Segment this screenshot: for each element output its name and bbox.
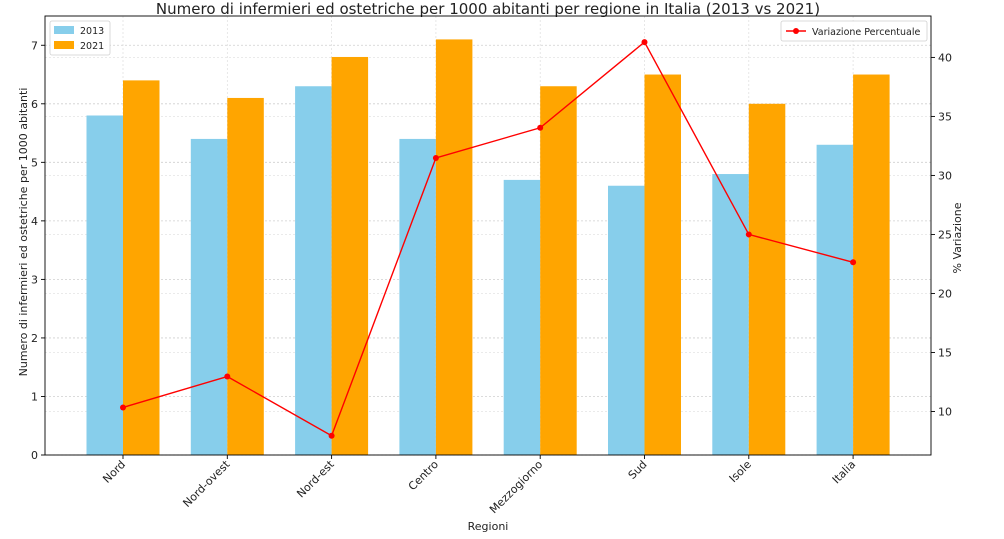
bar-2013-italia (816, 144, 854, 456)
y-tick-label: 5 (31, 156, 38, 169)
legend-swatch-2021 (54, 41, 74, 49)
bar-2021-nord (123, 80, 160, 456)
y-tick-label: 7 (31, 39, 38, 52)
y-tick-label: 2 (31, 332, 38, 345)
variation-point-sud (641, 39, 648, 46)
x-tick-label: Nord (100, 458, 128, 486)
bar-2021-sud (644, 74, 681, 456)
variation-point-mezzogiorno (537, 124, 544, 131)
variation-point-nord (120, 404, 126, 411)
legend-years: 2013 2021 (49, 20, 111, 56)
y2-tick-label: 20 (938, 287, 952, 300)
legend-label-2013: 2013 (80, 26, 104, 37)
bars-group (86, 39, 890, 456)
variation-point-nord-est (328, 432, 335, 439)
legend-variation: Variazione Percentuale (780, 20, 928, 42)
bar-2021-nord-est (331, 56, 369, 456)
bar-2021-mezzogiorno (540, 86, 577, 456)
bar-2021-isole (748, 103, 786, 456)
y2-tick-label: 40 (938, 51, 952, 64)
x-tick-label: Nord-ovest (180, 457, 232, 509)
bar-2021-italia (853, 74, 890, 456)
y-tick-label: 1 (31, 390, 38, 403)
bar-2013-isole (712, 174, 749, 456)
y-tick-label: 3 (31, 273, 38, 286)
axes-group: 0 1 2 3 4 5 6 7 10 15 20 25 30 35 40 Nord Nord-ovest Nord… (31, 15, 952, 516)
x-tick-label: Mezzogiorno (487, 458, 545, 516)
variation-point-centro (432, 154, 439, 161)
y-tick-label: 0 (31, 449, 38, 462)
bar-2021-nord-ovest (227, 97, 264, 456)
y2-tick-label: 30 (938, 169, 952, 182)
bar-2013-mezzogiorno (503, 179, 541, 456)
y2-tick-label: 35 (938, 110, 952, 123)
y-tick-label: 4 (31, 215, 38, 228)
chart-title: Numero di infermieri ed ostetriche per 1… (156, 0, 820, 18)
bar-2013-sud (608, 185, 645, 455)
variation-point-isole (745, 231, 752, 238)
bar-2021-centro (435, 39, 473, 456)
y2-tick-label: 25 (938, 228, 952, 241)
plot-frame (44, 15, 932, 456)
x-axis-title: Regioni (468, 520, 509, 533)
bar-2013-nord-est (295, 86, 332, 456)
bar-2013-nord-ovest (190, 138, 228, 456)
variation-line (122, 41, 854, 437)
bar-2013-nord (86, 115, 123, 456)
bar-2013-centro (399, 138, 436, 456)
grid-lines (45, 16, 931, 456)
x-tick-label: Sud (626, 458, 650, 482)
y-axis-title: Numero di infermieri ed ostetriche per 1… (17, 88, 30, 377)
variation-point-nord-ovest (224, 373, 231, 380)
y-tick-label: 6 (31, 98, 38, 111)
legend-label-variation: Variazione Percentuale (812, 27, 921, 38)
legend-swatch-2013 (54, 26, 74, 34)
x-tick-label: Centro (406, 458, 441, 493)
legend-label-2021: 2021 (80, 41, 104, 52)
y2-tick-label: 10 (938, 405, 952, 418)
x-tick-label: Italia (830, 458, 858, 486)
legend-marker-variation (793, 28, 799, 34)
variation-line-group (120, 39, 857, 439)
y2-axis-title: % Variazione (951, 202, 964, 273)
x-tick-label: Nord-est (294, 457, 337, 500)
y2-tick-label: 15 (938, 346, 952, 359)
x-tick-label: Isole (727, 458, 754, 485)
variation-point-italia (850, 259, 857, 266)
legend-right-box (780, 20, 928, 42)
